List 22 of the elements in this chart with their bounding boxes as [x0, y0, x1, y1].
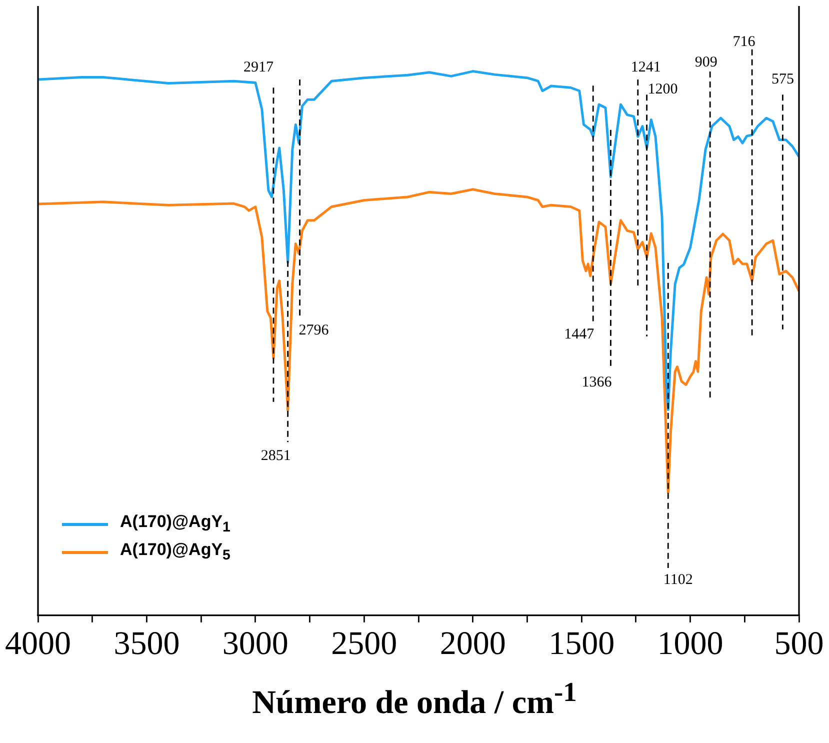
legend-label: A(170)@AgY$_{5}$ — [120, 540, 230, 564]
ref-line-label: 1102 — [663, 572, 693, 588]
x-tick-label: 3500 — [114, 626, 180, 662]
x-tick-label: 4000 — [5, 626, 71, 662]
x-axis-title: Número de onda / cm$^{-1}$ — [251, 676, 578, 722]
ref-line-label: 909 — [694, 54, 718, 70]
ref-line-label: 1447 — [564, 326, 595, 342]
legend-label: A(170)@AgY$_{1}$ — [120, 512, 230, 536]
ref-line-label: 1200 — [648, 82, 678, 98]
ref-line-label: 2917 — [243, 59, 274, 76]
ref-line-label: 575 — [771, 71, 794, 88]
ref-line-label: 2796 — [298, 322, 330, 338]
x-tick-label: 1500 — [548, 626, 615, 662]
ref-line-label: 1366 — [582, 374, 612, 391]
x-tick-label: 2000 — [440, 626, 506, 662]
ref-line-label: 2851 — [260, 448, 291, 464]
x-tick-label: 3000 — [222, 626, 288, 662]
x-tick-label: 2500 — [331, 626, 398, 662]
x-tick-label: 1000 — [657, 626, 724, 662]
ref-line-label: 716 — [732, 34, 756, 50]
x-tick-label: 500 — [774, 626, 824, 662]
ref-line-label: 1241 — [630, 59, 661, 76]
